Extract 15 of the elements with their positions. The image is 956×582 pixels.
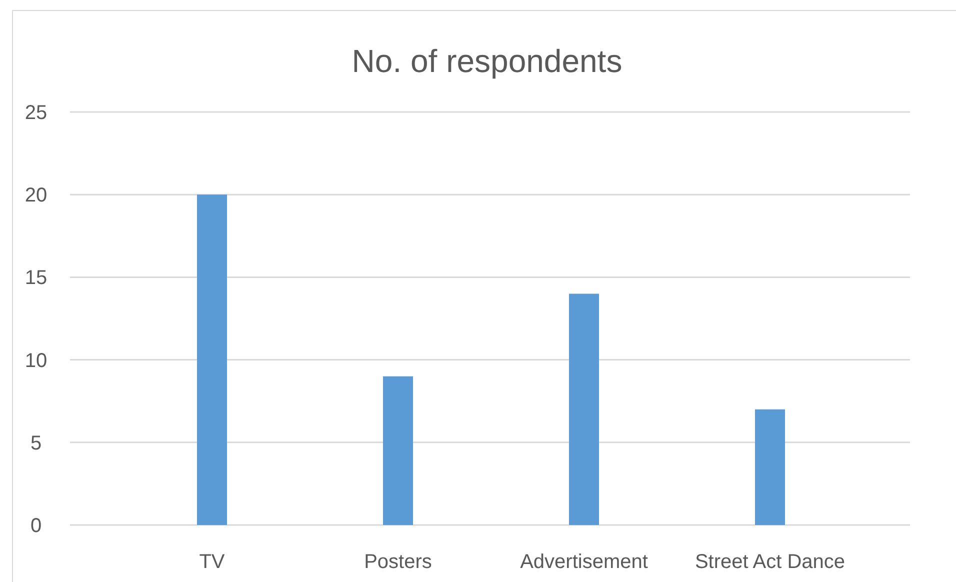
y-tick-label: 25 xyxy=(24,102,48,124)
bar xyxy=(383,376,413,525)
y-tick-label: 10 xyxy=(24,350,48,372)
x-tick-label: TV xyxy=(199,551,226,573)
y-tick-label: 15 xyxy=(24,267,48,290)
bar xyxy=(755,409,785,525)
y-tick-label: 20 xyxy=(24,184,48,207)
chart-title: No. of respondents xyxy=(352,43,622,79)
x-tick-label: Posters xyxy=(364,551,432,573)
x-tick-label: Advertisement xyxy=(520,551,648,573)
bar xyxy=(197,194,227,525)
y-tick-label: 5 xyxy=(30,432,42,454)
x-tick-label: Street Act Dance xyxy=(694,551,846,573)
bar xyxy=(569,294,599,525)
y-tick-label: 0 xyxy=(30,515,42,537)
